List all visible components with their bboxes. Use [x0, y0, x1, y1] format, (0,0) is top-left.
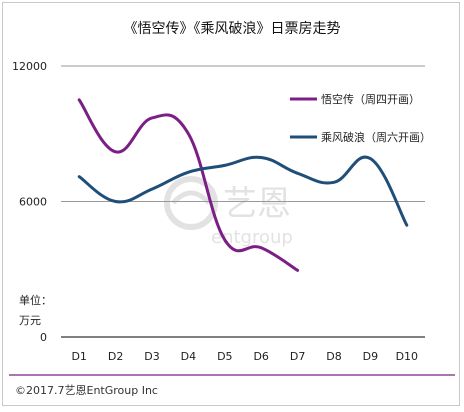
x-tick-label: D1	[71, 350, 86, 363]
copyright-text: ©2017.7艺恩EntGroup Inc	[15, 384, 158, 397]
x-tick-label: D8	[326, 350, 341, 363]
watermark-cn: 艺恩	[223, 184, 291, 224]
series-line-2	[77, 155, 409, 227]
legend-entry: 乘风破浪（周六开画）	[321, 130, 431, 144]
x-tick-label: D5	[217, 350, 232, 363]
x-tick-label: D7	[290, 350, 305, 363]
series-line-1	[77, 98, 300, 272]
unit-label-line2: 万元	[19, 314, 41, 327]
x-tick-label: D4	[181, 350, 196, 363]
unit-label-line1: 单位：	[19, 293, 52, 307]
legend-entry: 悟空传（周四开画）	[321, 92, 420, 106]
watermark-logo: 艺恩 entgroup	[164, 176, 293, 248]
x-tick-label: D2	[108, 350, 123, 363]
x-tick-label: D3	[144, 350, 159, 363]
x-tick-labels: D1 D2 D3 D4 D5 D6 D7 D8 D9 D10	[71, 350, 418, 363]
watermark-en: entgroup	[211, 227, 293, 248]
x-tick-label: D10	[396, 350, 418, 363]
chart-frame: 《悟空传》《乘风破浪》日票房走势 艺恩 entgroup 12000 6000 0 …	[2, 2, 460, 406]
y-tick-label: 6000	[19, 196, 47, 209]
y-tick-labels: 12000 6000 0	[12, 60, 47, 344]
x-tick-label: D6	[253, 350, 268, 363]
x-tick-label: D9	[363, 350, 378, 363]
y-tick-label: 12000	[12, 60, 47, 73]
legend: 悟空传（周四开画） 乘风破浪（周六开画）	[290, 92, 431, 144]
series-lines	[77, 98, 409, 272]
line-chart: 《悟空传》《乘风破浪》日票房走势 艺恩 entgroup 1200060000 …	[9, 21, 455, 397]
chart-title: 《悟空传》《乘风破浪》日票房走势	[124, 21, 341, 37]
y-tick-label: 0	[40, 331, 47, 344]
